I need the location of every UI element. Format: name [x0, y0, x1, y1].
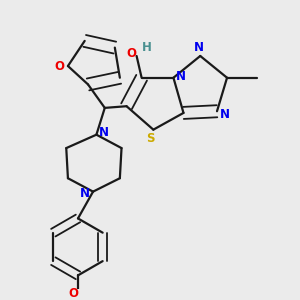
- Text: N: N: [220, 108, 230, 121]
- Text: O: O: [68, 287, 78, 300]
- Text: O: O: [127, 47, 136, 60]
- Text: S: S: [146, 131, 154, 145]
- Text: N: N: [80, 187, 90, 200]
- Text: N: N: [176, 70, 186, 83]
- Text: N: N: [99, 125, 109, 139]
- Text: O: O: [55, 59, 64, 73]
- Text: N: N: [194, 41, 204, 54]
- Text: H: H: [142, 41, 152, 54]
